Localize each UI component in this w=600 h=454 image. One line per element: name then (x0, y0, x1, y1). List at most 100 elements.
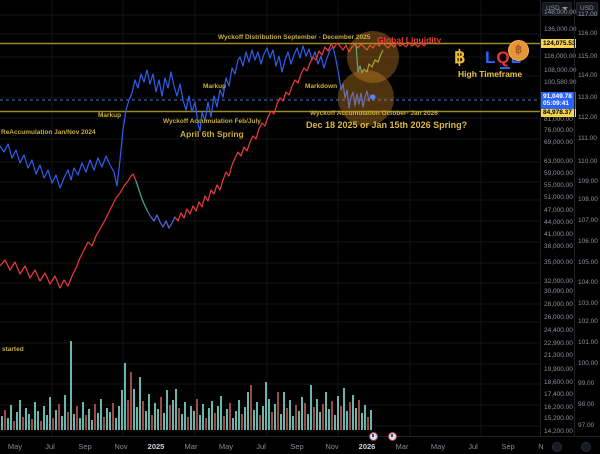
series-liquidity-regime-blue (147, 211, 176, 229)
chart-annotation[interactable]: Wyckoff Accumulation Feb/July (163, 118, 261, 125)
volume-bar (265, 382, 267, 430)
volume-bar (313, 407, 315, 430)
volume-bar (343, 388, 345, 430)
price-tick-btc: 26,000.00 (544, 314, 573, 321)
volume-bar (28, 414, 30, 430)
volume-bar (10, 405, 12, 430)
price-tick-btc: 63,000.00 (544, 158, 573, 165)
volume-bar (205, 418, 207, 430)
chart-canvas[interactable] (0, 0, 540, 436)
time-tick: Mar (395, 442, 409, 451)
watermark-logo: ฿ LQL High Timeframe (452, 47, 552, 81)
series-recent-btc-olive (363, 49, 384, 73)
clock-event-icon[interactable] (369, 432, 378, 441)
chart-annotation[interactable]: April 6th Spring (180, 129, 244, 139)
chart-annotation[interactable]: Wyckoff Distribution September - Decembe… (218, 34, 371, 41)
volume-bar (184, 402, 186, 430)
price-tick-liquidity: 116.00 (578, 30, 598, 37)
highlight-circle[interactable] (347, 31, 399, 83)
time-tick: N (538, 442, 544, 451)
volume-bar (337, 396, 339, 430)
volume-bar (268, 399, 270, 430)
highlight-circle[interactable] (338, 70, 394, 126)
price-scale-btc[interactable]: USD 148,000.00 136,000.00 116,000.00 108,00… (540, 0, 577, 436)
volume-bar (109, 412, 111, 430)
chart-annotation[interactable]: Markdown (305, 83, 338, 90)
volume-bar (7, 418, 9, 430)
price-tick-btc: 24,400.00 (544, 327, 573, 334)
volume-bar (286, 408, 288, 430)
price-scale-liquidity[interactable]: USD 117.00 116.00 115.00 114.00 113.00 112.00… (574, 0, 600, 436)
volume-bar (298, 411, 300, 430)
volume-bar (46, 415, 48, 430)
price-tick-btc: 17,400.00 (544, 391, 573, 398)
volume-bar (310, 385, 312, 430)
price-scale-btc-header[interactable]: USD (542, 2, 572, 16)
price-tick-liquidity: 104.00 (578, 279, 598, 286)
volume-bar (61, 416, 63, 430)
volume-bar (211, 401, 213, 430)
series-btc_price (0, 45, 374, 189)
volume-bar (187, 417, 189, 430)
time-tick: Nov (325, 442, 339, 451)
scale-button-right[interactable] (581, 442, 591, 452)
volume-bar (295, 405, 297, 430)
chart-annotation[interactable]: Markup (98, 112, 122, 119)
chart-annotation[interactable]: Dec 18 2025 or Jan 15th 2026 Spring? (306, 120, 468, 130)
chart-annotation[interactable]: started (2, 346, 24, 353)
volume-bar (106, 408, 108, 430)
chart-annotation[interactable]: Wyckoff Accumulation October- Jan 2026 (310, 110, 438, 117)
volume-bar (262, 406, 264, 430)
chart-annotation[interactable]: ReAccumulation Jan/Nov 2024 (1, 129, 96, 136)
volume-bar (238, 400, 240, 430)
alert-price-label-low: 84,978.37 (541, 108, 576, 118)
volume-bar (196, 399, 198, 430)
chart-annotation[interactable]: Global Liquidity (377, 35, 442, 45)
volume-bar (325, 392, 327, 430)
volume-bar (25, 408, 27, 430)
price-scale-liquidity-header[interactable]: USD (576, 2, 598, 16)
time-tick: Mar (184, 442, 198, 451)
time-tick: 2026 (358, 442, 376, 451)
volume-bar (322, 404, 324, 430)
volume-bar (352, 395, 354, 430)
volume-bar (223, 416, 225, 430)
price-chart-svg[interactable] (0, 0, 540, 436)
price-tick-btc: 44,000.00 (544, 219, 573, 226)
volume-bar (367, 417, 369, 430)
time-tick: Sep (290, 442, 304, 451)
volume-bar (229, 403, 231, 430)
series-recent-btc-teal (355, 44, 365, 74)
volume-bar (82, 402, 84, 430)
time-axis[interactable]: May Jul Sep Nov 2025 Mar May Jul Sep Nov 2026 Mar Ma… (0, 436, 600, 454)
chart-annotation[interactable]: Markup (203, 83, 227, 90)
volume-bar (271, 412, 273, 430)
price-tick-btc: 15,200.00 (544, 415, 573, 422)
volume-bar (139, 377, 141, 430)
price-tick-liquidity: 114.00 (578, 72, 598, 79)
volume-bar (127, 400, 129, 430)
volume-bar (100, 399, 102, 430)
time-tick: Jul (45, 442, 55, 451)
volume-bar (67, 412, 69, 430)
scale-button-left[interactable] (552, 442, 562, 452)
price-tick-btc: 14,200.00 (544, 428, 573, 435)
volume-bar (166, 390, 168, 430)
volume-bar (13, 421, 15, 430)
volume-bar (151, 415, 153, 430)
clock-event-icon[interactable] (388, 432, 397, 441)
volume-bar (118, 406, 120, 430)
price-tick-liquidity: 113.00 (578, 94, 598, 101)
volume-bar (43, 406, 45, 430)
price-tick-btc: 100,580.90 (544, 79, 577, 86)
volume-bar (172, 400, 174, 430)
volume-bar (193, 411, 195, 430)
volume-bar (133, 389, 135, 430)
price-tick-btc: 59,000.00 (544, 170, 573, 177)
price-tick-liquidity: 100.00 (578, 360, 598, 367)
volume-bar (103, 417, 105, 430)
volume-bar (121, 390, 123, 430)
volume-bar (70, 341, 72, 430)
volume-bar (361, 413, 363, 430)
volume-bar (364, 405, 366, 430)
